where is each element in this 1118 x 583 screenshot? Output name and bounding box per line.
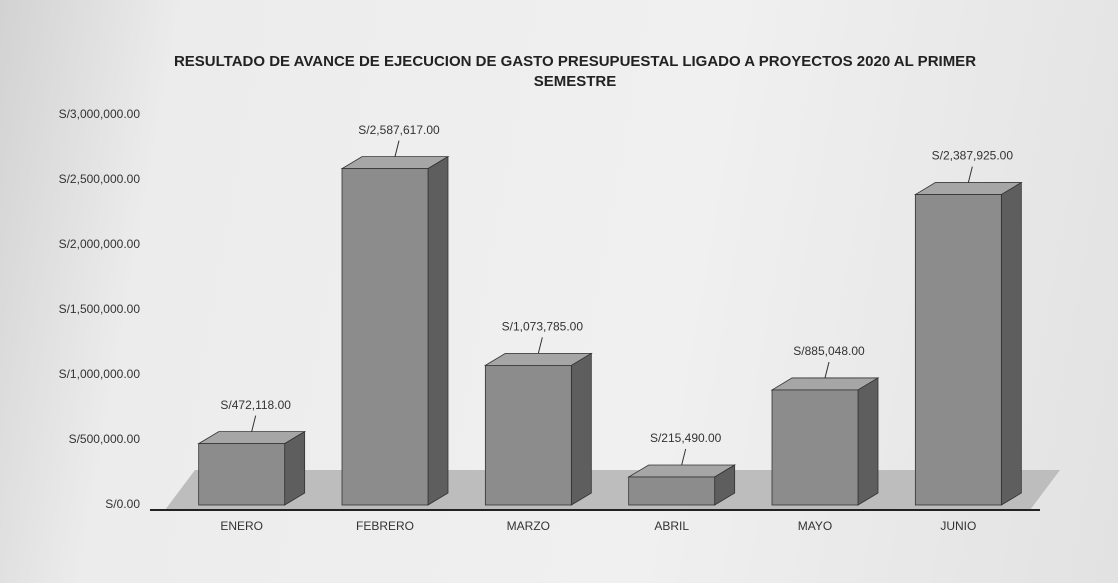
value-label: S/472,118.00 [220, 398, 291, 412]
label-leader [824, 361, 830, 379]
bar [914, 194, 1002, 506]
x-tick-label: ENERO [220, 519, 263, 533]
value-label: S/2,387,925.00 [932, 149, 1014, 163]
x-tick-label: MAYO [798, 519, 832, 533]
value-label: S/215,490.00 [650, 431, 722, 445]
x-tick-label: FEBRERO [356, 519, 414, 533]
bar-side [1000, 181, 1022, 506]
bar [771, 389, 859, 506]
label-leader [681, 448, 687, 466]
x-tick-label: ABRIL [654, 519, 689, 533]
y-tick-label: S/1,500,000.00 [59, 302, 141, 316]
y-tick-label: S/3,000,000.00 [59, 107, 141, 121]
bar [198, 443, 286, 506]
y-tick-label: S/2,000,000.00 [59, 237, 141, 251]
label-leader [537, 337, 543, 354]
y-tick-label: S/0.00 [105, 497, 140, 511]
bar [484, 365, 572, 506]
chart-title: RESULTADO DE AVANCE DE EJECUCION DE GAST… [173, 53, 977, 90]
x-tick-label: JUNIO [940, 519, 976, 533]
x-tick-label: MARZO [507, 519, 550, 533]
bar [628, 476, 716, 506]
bar [341, 168, 429, 506]
bar-side [427, 155, 449, 506]
y-tick-label: S/1,000,000.00 [59, 367, 141, 381]
value-label: S/885,048.00 [793, 344, 865, 358]
bar-side [570, 352, 592, 506]
y-tick-label: S/2,500,000.00 [59, 172, 141, 186]
bar-side [857, 377, 879, 506]
label-leader [251, 415, 257, 432]
value-label: S/1,073,785.00 [502, 320, 584, 334]
value-label: S/2,587,617.00 [358, 123, 440, 137]
bar-side [284, 430, 306, 506]
label-leader [967, 166, 973, 183]
label-leader [394, 140, 400, 157]
y-tick-label: S/500,000.00 [69, 432, 141, 446]
